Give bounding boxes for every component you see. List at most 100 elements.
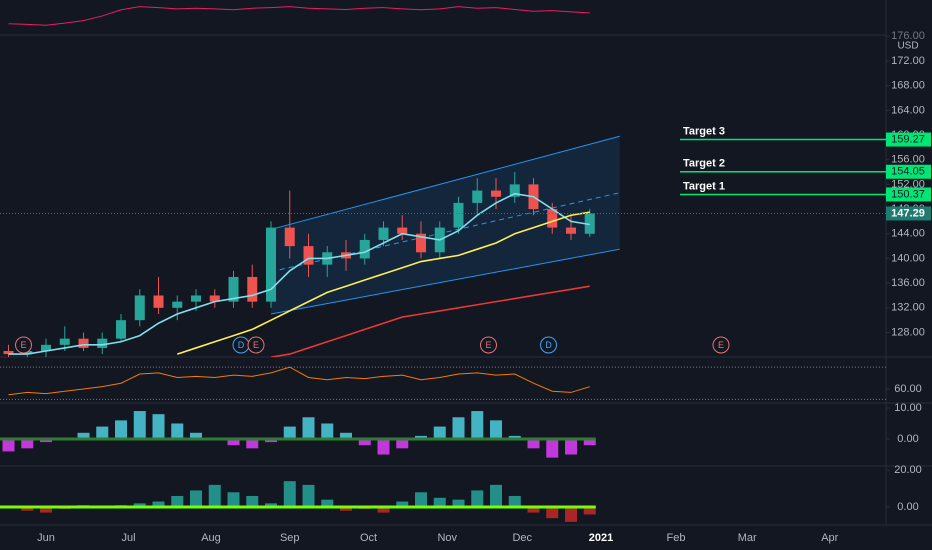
candle-body: [116, 320, 127, 339]
histogram-bar: [396, 439, 409, 449]
y-tick-label: 164.00: [891, 104, 925, 116]
currency-label: USD: [897, 41, 918, 52]
x-tick-label: Sep: [280, 532, 300, 544]
candle-body: [416, 233, 427, 253]
target-price-label: 150.37: [891, 188, 925, 200]
candle-body: [566, 227, 577, 234]
histogram-bar: [415, 492, 428, 508]
candle-body: [153, 295, 164, 308]
candle-body: [172, 301, 183, 308]
x-tick-label: 2021: [589, 532, 613, 544]
candle-body: [59, 338, 70, 345]
channel-lower: [270, 248, 620, 315]
candle-body: [472, 190, 483, 203]
target-price-box: [886, 132, 931, 147]
histogram-bar: [583, 507, 596, 515]
target-name: Target 2: [683, 158, 725, 170]
candle-body: [97, 338, 108, 348]
histogram-bar: [227, 492, 240, 508]
histogram-bar: [452, 417, 465, 439]
y-tick-label: 152.00: [891, 178, 925, 190]
y-tick-label: 60.00: [894, 383, 922, 395]
histogram-bar: [190, 432, 203, 439]
histogram-bar: [265, 503, 278, 508]
candle-body: [266, 227, 277, 302]
target-price-label: 154.05: [891, 166, 925, 178]
moving-average: [177, 211, 590, 355]
histogram-bar: [396, 501, 409, 508]
event-label: D: [545, 340, 552, 350]
channel-midline: [270, 192, 620, 273]
histogram-bar: [152, 501, 165, 508]
candle-body: [359, 239, 370, 259]
histogram-bar: [190, 490, 203, 508]
histogram-bar: [171, 495, 184, 508]
y-tick-label: 10.00: [894, 402, 922, 414]
histogram-bar: [565, 439, 578, 455]
histogram-bar: [96, 426, 109, 439]
event-marker: [480, 336, 498, 354]
channel-upper: [270, 135, 620, 230]
target-price-label: 159.27: [891, 133, 925, 145]
histogram-bar: [40, 439, 53, 443]
y-tick-label: 172.00: [891, 55, 925, 67]
candle-body: [453, 202, 464, 228]
x-tick-label: Nov: [437, 532, 457, 544]
event-label: E: [21, 340, 27, 350]
target-price-box: [886, 187, 931, 202]
candle-body: [78, 338, 89, 348]
histogram-bar: [21, 507, 34, 511]
histogram-bar: [340, 432, 353, 439]
candle-body: [228, 276, 239, 302]
candle-body: [209, 295, 220, 302]
candle-body: [397, 227, 408, 234]
x-tick-label: Apr: [821, 532, 838, 544]
histogram-bar: [302, 417, 315, 439]
histogram-bar: [546, 507, 559, 519]
histogram-bar: [508, 435, 521, 439]
event-label: E: [718, 340, 724, 350]
histogram-bar: [377, 439, 390, 455]
x-tick-label: Feb: [667, 532, 686, 544]
last-price-box: [886, 206, 931, 221]
candle-body: [284, 227, 295, 247]
y-tick-label: 136.00: [891, 277, 925, 289]
histogram-bar: [415, 435, 428, 439]
y-tick-label: 144.00: [891, 228, 925, 240]
histogram-bar: [377, 507, 390, 513]
histogram-bar: [133, 503, 146, 508]
histogram-bar: [508, 495, 521, 508]
indicator-line: [8, 366, 590, 396]
y-tick-label: 128.00: [891, 326, 925, 338]
candle-body: [247, 276, 258, 302]
indicator-line: [8, 6, 590, 26]
y-tick-label: 0.00: [897, 433, 918, 445]
y-tick-label: 168.00: [891, 80, 925, 92]
x-tick-label: Mar: [738, 532, 757, 544]
candle-body: [3, 351, 14, 355]
main-plot: [3, 135, 620, 357]
event-marker: [712, 336, 730, 354]
histogram-bar: [283, 426, 296, 439]
y-tick-label: 156.00: [891, 154, 925, 166]
candle-body: [303, 246, 314, 265]
histogram-bar: [321, 499, 334, 508]
histogram-bar: [208, 484, 221, 508]
histogram-bar: [490, 484, 503, 508]
candle-body: [491, 190, 502, 197]
moving-average: [270, 285, 590, 357]
histogram-bar: [490, 420, 503, 439]
x-tick-label: Dec: [512, 532, 532, 544]
histogram-bar: [302, 484, 315, 508]
candle-body: [134, 295, 145, 321]
histogram-bar: [246, 495, 259, 508]
x-tick-label: Jun: [37, 532, 55, 544]
histogram-bar: [321, 423, 334, 439]
candle-body: [584, 213, 595, 234]
channel-fill: [271, 136, 620, 314]
histogram-bar: [471, 490, 484, 508]
moving-average: [8, 192, 590, 355]
candle-body: [547, 209, 558, 228]
